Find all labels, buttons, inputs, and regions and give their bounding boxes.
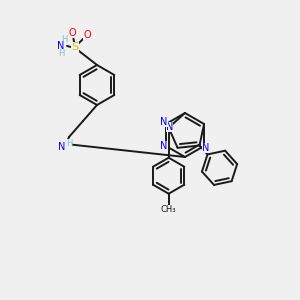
Text: N: N xyxy=(160,117,168,127)
Text: O: O xyxy=(68,28,76,38)
Text: N: N xyxy=(57,41,65,51)
Text: N: N xyxy=(202,143,210,153)
Text: S: S xyxy=(71,42,79,52)
Text: H: H xyxy=(61,34,67,43)
Text: N: N xyxy=(160,141,168,151)
Text: O: O xyxy=(83,30,91,40)
Text: N: N xyxy=(58,142,66,152)
Text: H: H xyxy=(58,49,64,58)
Text: N: N xyxy=(166,122,173,132)
Text: H: H xyxy=(66,139,72,148)
Text: CH₃: CH₃ xyxy=(161,205,176,214)
